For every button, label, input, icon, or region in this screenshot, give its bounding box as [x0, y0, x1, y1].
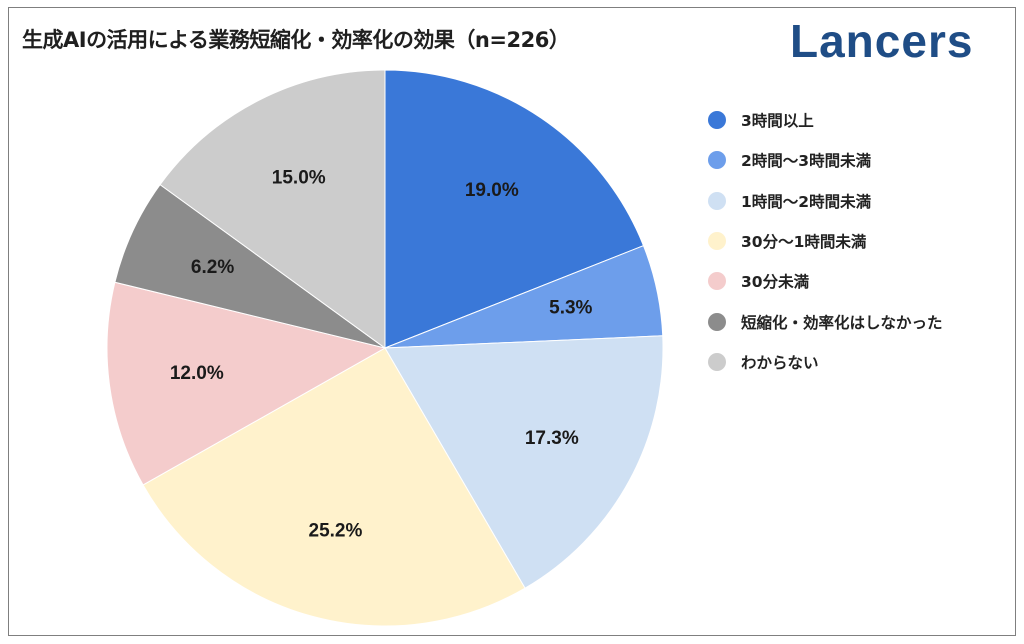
legend-swatch: [708, 191, 726, 210]
slice-value-label-0: 19.0%: [465, 180, 519, 201]
legend-item-5: 短縮化・効率化はしなかった: [708, 301, 943, 341]
legend-item-6: わからない: [708, 342, 943, 382]
pie-slice-0: [384, 69, 645, 349]
legend-item-0: 3時間以上: [708, 100, 943, 140]
slice-value-label-2: 17.3%: [525, 428, 579, 449]
chart-legend: 3時間以上 2時間〜3時間未満 1時間〜2時間未満 30分〜1時間未満 30分未満短縮化…: [708, 100, 943, 382]
legend-swatch: [708, 312, 726, 331]
legend-item-1: 2時間〜3時間未満: [708, 140, 943, 180]
legend-swatch: [708, 352, 726, 371]
slice-value-label-6: 15.0%: [272, 168, 326, 189]
legend-item-3: 30分〜1時間未満: [708, 221, 943, 261]
legend-swatch: [708, 111, 726, 130]
slice-value-label-1: 5.3%: [549, 297, 592, 318]
legend-label: 短縮化・効率化はしなかった: [741, 313, 943, 332]
legend-swatch: [708, 232, 726, 251]
legend-label: 30分〜1時間未満: [741, 233, 867, 252]
pie-slice-3: [142, 347, 526, 627]
pie-slice-6: [159, 69, 386, 349]
lancers-logo: Lancers: [790, 15, 974, 67]
legend-label: 1時間〜2時間未満: [741, 192, 872, 211]
legend-label: わからない: [741, 353, 819, 372]
legend-item-4: 30分未満: [708, 261, 943, 301]
legend-swatch: [708, 272, 726, 291]
legend-label: 30分未満: [741, 273, 810, 292]
legend-item-2: 1時間〜2時間未満: [708, 181, 943, 221]
legend-swatch: [708, 151, 726, 170]
pie-slice-2: [384, 335, 664, 589]
slice-value-label-4: 12.0%: [170, 363, 224, 384]
legend-label: 3時間以上: [741, 112, 814, 131]
legend-label: 2時間〜3時間未満: [741, 152, 872, 171]
slice-value-label-3: 25.2%: [309, 520, 363, 541]
chart-title: 生成AIの活用による業務短縮化・効率化の効果（n=226）: [22, 28, 570, 52]
slice-value-label-5: 6.2%: [191, 257, 234, 278]
pie-slice-4: [106, 281, 387, 486]
